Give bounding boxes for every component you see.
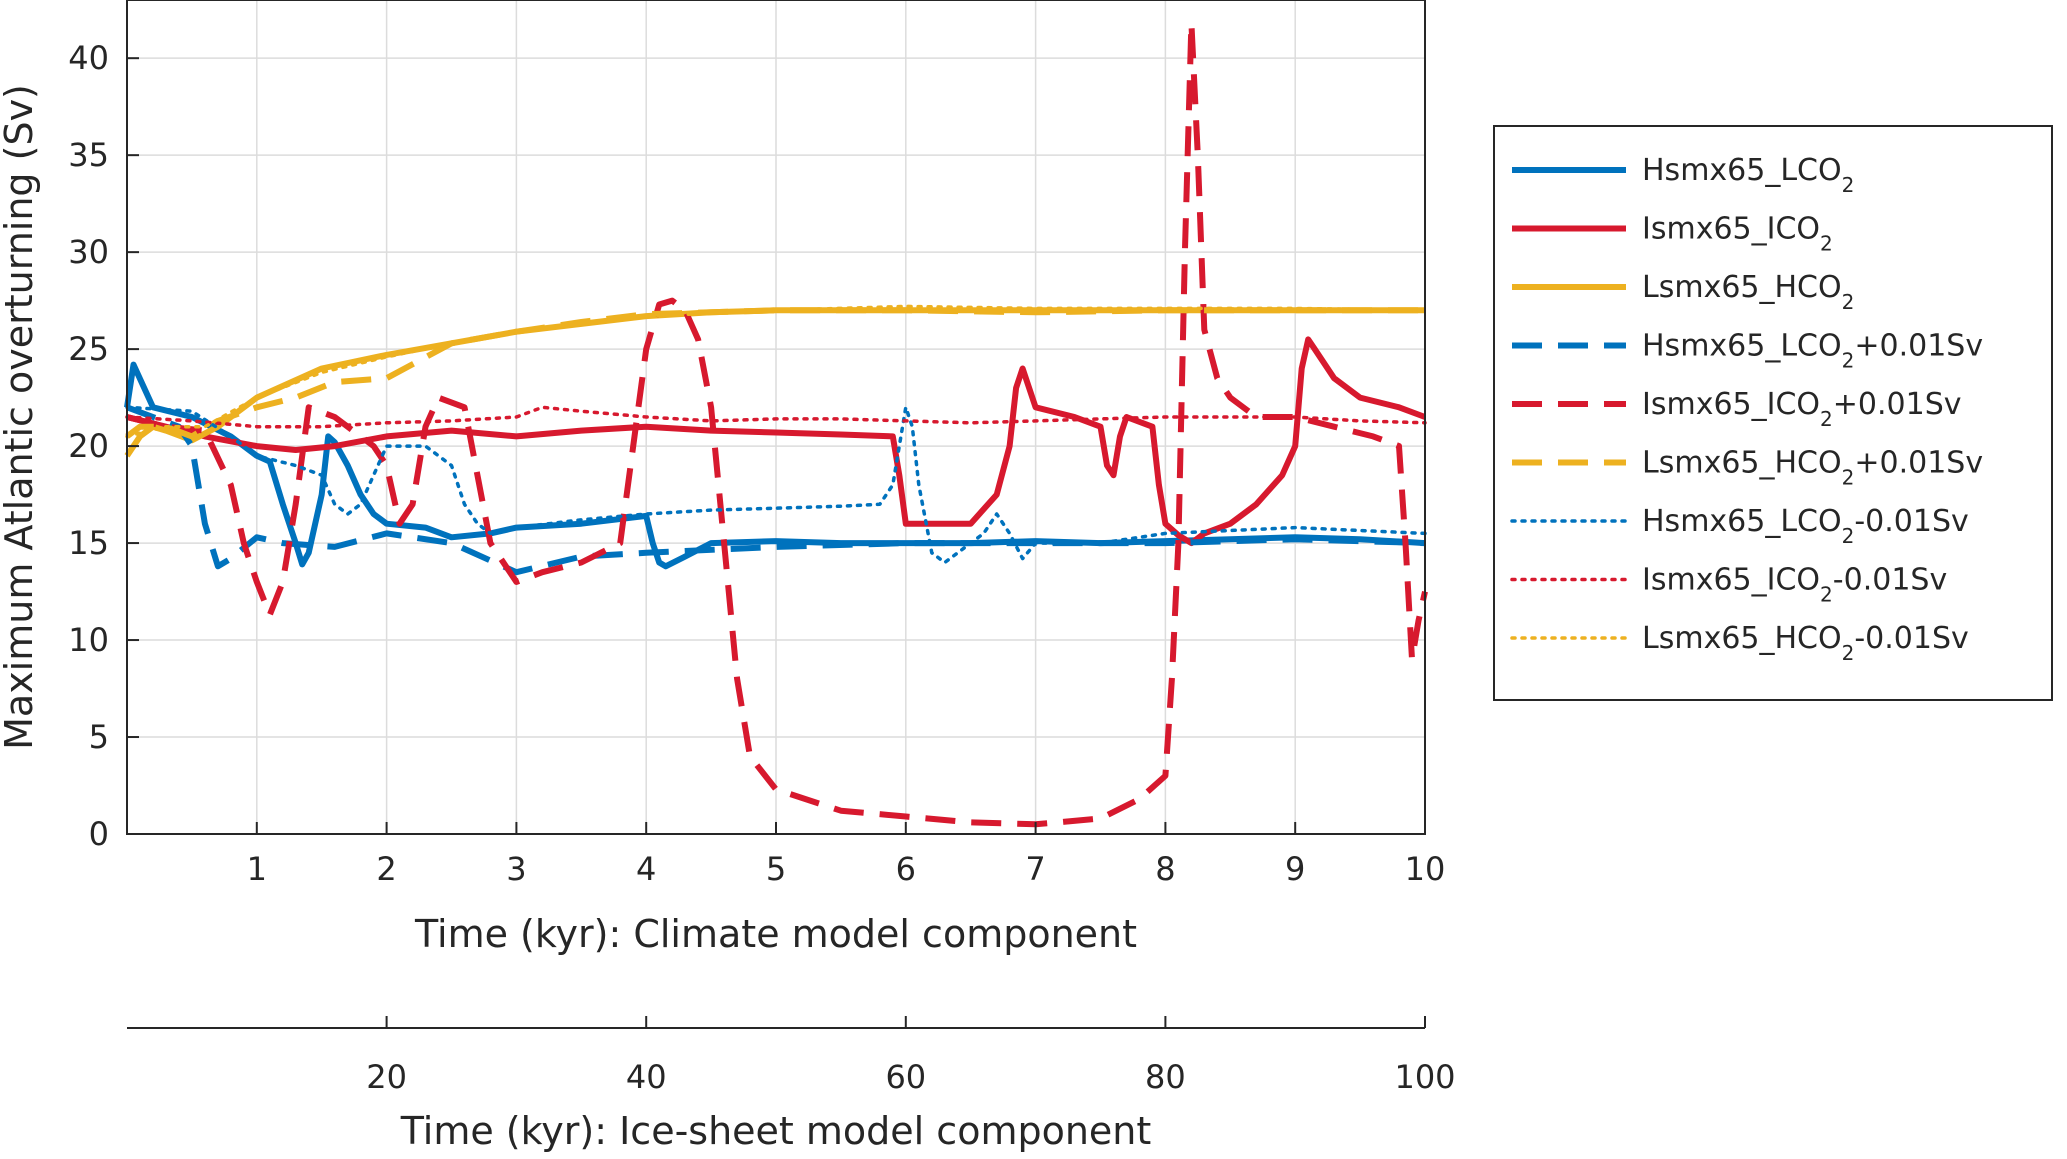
- series-line-3: [125, 404, 1426, 576]
- series-line-6: [125, 405, 1427, 565]
- ticks: 1 2 3 4 5 6 7 8 9 10 0 5 10 15 20 25 30 35 40: [68, 39, 1445, 888]
- y-tick-label: 15: [68, 524, 109, 562]
- x2-tick-label: 60: [885, 1058, 926, 1096]
- legend-entry-name: Hsmx65_LCO: [1642, 153, 1842, 188]
- x-tick-label: 8: [1155, 850, 1175, 888]
- legend-entry-subscript: 2: [1820, 407, 1833, 431]
- legend-entry-name: Hsmx65_LCO: [1642, 329, 1842, 364]
- y-tick-label: 10: [68, 621, 109, 659]
- x-tick-label: 7: [1025, 850, 1045, 888]
- x-tick-label: 1: [247, 850, 267, 888]
- legend-entry-suffix: +0.01Sv: [1833, 387, 1962, 422]
- grid: [127, 0, 1426, 835]
- y-tick-label: 0: [89, 815, 109, 853]
- legend-entry-suffix: +0.01Sv: [1854, 446, 1983, 481]
- legend-entry: Ismx65_ICO2: [1642, 212, 1833, 256]
- legend-entry-name: Ismx65_ICO: [1642, 563, 1820, 598]
- x-tick-label: 3: [506, 850, 526, 888]
- legend-entry-subscript: 2: [1842, 173, 1855, 197]
- legend-entry: Hsmx65_LCO2+0.01Sv: [1642, 329, 1983, 373]
- legend-entry: Lsmx65_HCO2: [1642, 270, 1854, 314]
- legend-entry-suffix: -0.01Sv: [1854, 621, 1968, 656]
- legend-entry-name: Lsmx65_HCO: [1642, 621, 1842, 656]
- y-tick-label: 25: [68, 330, 109, 368]
- legend-entry-subscript: 2: [1842, 290, 1855, 314]
- legend-entry-name: Ismx65_ICO: [1642, 212, 1820, 247]
- series-line-7: [125, 405, 1427, 429]
- series-line-1: [126, 336, 1427, 547]
- x2-tick-label: 100: [1394, 1058, 1455, 1096]
- y-tick-label: 35: [68, 136, 109, 174]
- legend-entry-subscript: 2: [1842, 466, 1855, 490]
- legend-entry-subscript: 2: [1820, 232, 1833, 256]
- legend-entry-subscript: 2: [1842, 641, 1855, 665]
- legend-entry-subscript: 2: [1820, 583, 1833, 607]
- legend-entry-name: Hsmx65_LCO: [1642, 504, 1842, 539]
- legend-entry-suffix: +0.01Sv: [1854, 329, 1983, 364]
- secondary-ticks: 20 40 60 80 100: [366, 1016, 1456, 1096]
- legend-entry-subscript: 2: [1842, 349, 1855, 373]
- legend-entry: Ismx65_ICO2+0.01Sv: [1642, 387, 1962, 431]
- x-tick-label: 6: [896, 850, 916, 888]
- legend-box: [1493, 125, 2053, 701]
- x2-tick-label: 40: [626, 1058, 667, 1096]
- series-line-8: [125, 304, 1427, 439]
- series-line-4: [126, 20, 1428, 828]
- legend-entry-subscript: 2: [1842, 524, 1855, 548]
- series-line-0: [124, 361, 1426, 570]
- x-tick-label: 4: [636, 850, 656, 888]
- x-axis-label: Time (kyr): Climate model component: [414, 912, 1137, 956]
- x2-tick-label: 20: [366, 1058, 407, 1096]
- legend-entry: Hsmx65_LCO2-0.01Sv: [1642, 504, 1969, 548]
- y-tick-label: 30: [68, 233, 109, 271]
- legend-entry-suffix: -0.01Sv: [1833, 563, 1947, 598]
- x-tick-label: 2: [376, 850, 396, 888]
- y-tick-label: 40: [68, 39, 109, 77]
- legend-entry: Lsmx65_HCO2-0.01Sv: [1642, 621, 1969, 665]
- legend: Hsmx65_LCO2Ismx65_ICO2Lsmx65_HCO2Hsmx65_…: [1510, 153, 1983, 665]
- y-tick-label: 20: [68, 427, 109, 465]
- legend-entry: Ismx65_ICO2-0.01Sv: [1642, 563, 1947, 607]
- legend-entry: Hsmx65_LCO2: [1642, 153, 1854, 197]
- x2-tick-label: 80: [1145, 1058, 1186, 1096]
- y-tick-label: 5: [89, 718, 109, 756]
- legend-entry-suffix: -0.01Sv: [1854, 504, 1968, 539]
- legend-entry-name: Lsmx65_HCO: [1642, 270, 1842, 305]
- x-tick-label: 10: [1405, 850, 1446, 888]
- x-tick-label: 5: [766, 850, 786, 888]
- legend-entry-name: Lsmx65_HCO: [1642, 446, 1842, 481]
- x2-axis-label: Time (kyr): Ice-sheet model component: [400, 1109, 1152, 1153]
- x-tick-label: 9: [1285, 850, 1305, 888]
- plot-series: [124, 20, 1428, 828]
- legend-entry: Lsmx65_HCO2+0.01Sv: [1642, 446, 1983, 490]
- y-axis-label: Maximum Atlantic overturning (Sv): [0, 84, 41, 750]
- legend-entry-name: Ismx65_ICO: [1642, 387, 1820, 422]
